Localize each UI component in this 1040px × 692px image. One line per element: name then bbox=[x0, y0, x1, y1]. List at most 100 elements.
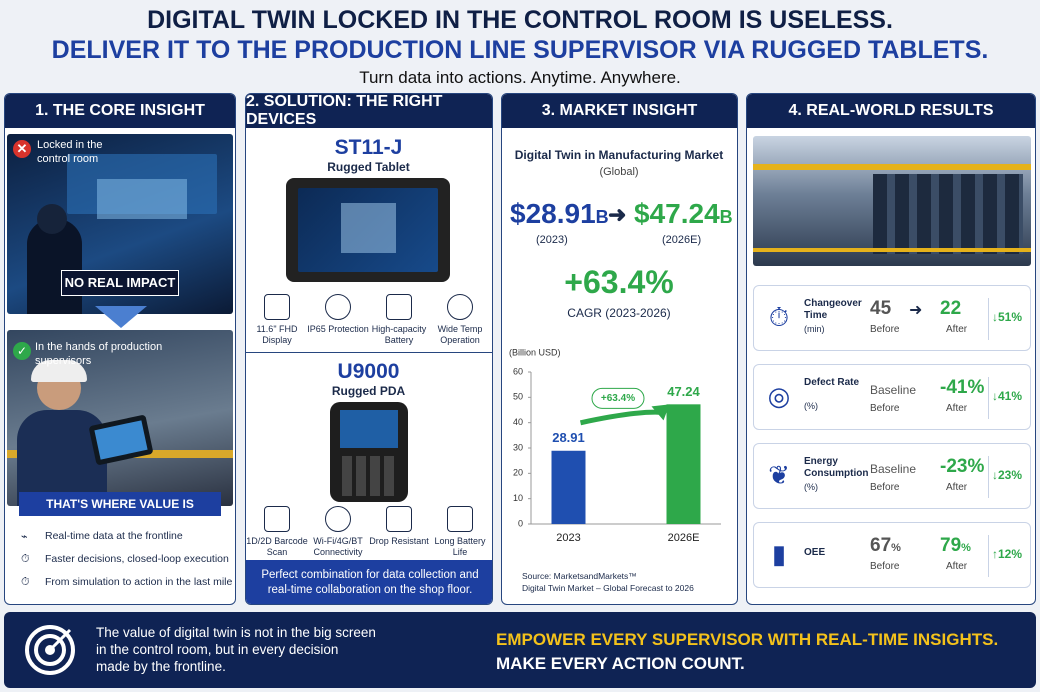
before-label: Before bbox=[870, 561, 900, 572]
device-kind: Rugged PDA bbox=[331, 384, 406, 398]
after-number: -41% bbox=[940, 377, 985, 398]
point-icon: ⌁ bbox=[21, 531, 28, 543]
after-label: After bbox=[946, 482, 968, 493]
before-number: Baseline bbox=[870, 462, 917, 476]
point: Faster decisions, closed-loop execution bbox=[45, 553, 229, 565]
result-card: ▮ OEE 67% Before 79% After ↑12% bbox=[753, 522, 1031, 588]
feature: High-capacity Battery bbox=[368, 294, 430, 346]
to-value: $47.24B bbox=[634, 198, 733, 229]
to-year: (2026E) bbox=[662, 234, 702, 246]
result-unit: (min) bbox=[804, 324, 825, 334]
after-label: After bbox=[946, 403, 968, 414]
change: ↓41% bbox=[992, 389, 1023, 403]
feature: Long Battery Life bbox=[429, 506, 491, 558]
before-value: Baseline bbox=[870, 383, 916, 397]
panel-title: 3. MARKET INSIGHT bbox=[502, 94, 737, 128]
statement: The value of digital twin is not in the … bbox=[96, 625, 376, 674]
pda-image bbox=[330, 402, 408, 502]
annotation: +63.4% bbox=[601, 393, 635, 404]
before-value: 45 bbox=[870, 298, 891, 320]
result-card: ◎ Defect Rate (%) Baseline Before -41% After ↓4… bbox=[753, 364, 1031, 430]
market-chart: (Billion USD) 0 10 20 30 40 50 60 2023 28.91 2026E… bbox=[509, 347, 721, 544]
result-card: ❦ Energy Consumption (%) Baseline Before -23%… bbox=[753, 443, 1031, 509]
point: Real-time data at the frontline bbox=[45, 530, 183, 542]
panel-title: 4. REAL-WORLD RESULTS bbox=[747, 94, 1035, 128]
y-tick-label: 0 bbox=[518, 518, 523, 528]
after-value: 79% bbox=[940, 535, 971, 557]
before-number: Baseline bbox=[870, 383, 917, 397]
after-label: After bbox=[946, 324, 968, 335]
result-icon: ⏱ bbox=[768, 302, 790, 332]
divider bbox=[988, 535, 989, 577]
divider bbox=[988, 456, 989, 498]
after-number: 79 bbox=[940, 535, 962, 556]
before-unit: % bbox=[891, 542, 901, 554]
before-number: 45 bbox=[870, 298, 892, 319]
after-number: -23% bbox=[940, 456, 985, 477]
before-number: 67 bbox=[870, 535, 892, 556]
x-icon: ✕ bbox=[13, 140, 31, 158]
change: ↓51% bbox=[992, 310, 1023, 324]
call-line2: MAKE EVERY ACTION COUNT. bbox=[496, 654, 745, 673]
before-value: 67% bbox=[870, 535, 901, 557]
after-label: After bbox=[946, 561, 968, 572]
title-line1: DIGITAL TWIN LOCKED IN THE CONTROL ROOM … bbox=[147, 6, 893, 34]
before-label: Before bbox=[870, 324, 900, 335]
before-label: Before bbox=[870, 482, 900, 493]
device-kind: Rugged Tablet bbox=[327, 160, 410, 174]
before-value: Baseline bbox=[870, 462, 916, 476]
arrow: ➜ bbox=[608, 202, 627, 227]
result-unit: (%) bbox=[804, 401, 818, 411]
divider bbox=[988, 298, 989, 340]
result-icon: ▮ bbox=[771, 539, 787, 569]
result-card: ⏱ Changeover Time (min) 45 Before ➜ 22 After ↓51… bbox=[753, 285, 1031, 351]
bottom-label: In the hands of production supervisors bbox=[35, 341, 163, 367]
feature: Wi-Fi/4G/BT Connectivity bbox=[307, 506, 369, 558]
y-axis-label: (Billion USD) bbox=[509, 347, 561, 357]
y-tick-label: 60 bbox=[513, 366, 523, 376]
growth: +63.4% bbox=[564, 264, 674, 300]
change: ↓23% bbox=[992, 468, 1023, 482]
impact-label: NO REAL IMPACT bbox=[61, 270, 179, 296]
bar bbox=[666, 404, 701, 524]
x-tick-label: 2023 bbox=[556, 532, 580, 544]
devices-footer: Perfect combination for data collection … bbox=[246, 560, 492, 604]
top-label: Locked in the control room bbox=[37, 139, 103, 165]
annotation-box bbox=[591, 387, 645, 409]
market-heading: Digital Twin in Manufacturing Market bbox=[514, 148, 724, 162]
footer-banner: The value of digital twin is not in the … bbox=[4, 612, 1036, 688]
cagr: CAGR (2023-2026) bbox=[567, 306, 671, 320]
feature: IP65 Protection bbox=[307, 294, 369, 335]
result-name: OEE bbox=[804, 547, 826, 558]
growth-arrow bbox=[579, 409, 662, 426]
from-value: $28.91B bbox=[510, 198, 609, 229]
from-year: (2023) bbox=[536, 234, 568, 246]
panel-title: 2. SOLUTION: THE RIGHT DEVICES bbox=[246, 94, 492, 128]
value-banner: THAT'S WHERE VALUE IS CREATED bbox=[19, 492, 221, 535]
panel-core-insight: 1. THE CORE INSIGHT ✕ Locked in the cont… bbox=[4, 93, 236, 605]
source: Source: MarketsandMarkets™ Digital Twin M… bbox=[522, 571, 694, 593]
market-scope: (Global) bbox=[599, 166, 639, 178]
call-line1: EMPOWER EVERY SUPERVISOR WITH REAL-TIME … bbox=[496, 630, 999, 649]
point-icon: ⏱ bbox=[21, 576, 30, 588]
device-model: U9000 bbox=[337, 360, 400, 383]
target-icon bbox=[25, 625, 75, 675]
panel-devices: 2. SOLUTION: THE RIGHT DEVICES ST11-J Ru… bbox=[245, 93, 493, 605]
bar bbox=[551, 450, 586, 524]
panel-title: 1. THE CORE INSIGHT bbox=[5, 94, 235, 128]
down-arrow bbox=[95, 306, 147, 328]
feature: 11.6" FHD Display bbox=[246, 294, 308, 346]
after-value: 22 bbox=[940, 298, 961, 320]
result-name: Defect Rate bbox=[804, 377, 860, 388]
change: ↑12% bbox=[992, 547, 1023, 561]
result-icon: ◎ bbox=[767, 381, 791, 411]
arrow-head bbox=[651, 404, 670, 421]
control-room-image bbox=[7, 134, 233, 314]
result-name: Energy Consumption bbox=[804, 456, 869, 479]
feature: 1D/2D Barcode Scan bbox=[246, 506, 308, 558]
divider bbox=[988, 377, 989, 419]
after-unit: % bbox=[961, 542, 971, 554]
supervisor-image bbox=[7, 330, 233, 506]
value-label: 47.24 bbox=[667, 384, 700, 399]
after-value: -23% bbox=[940, 456, 984, 478]
